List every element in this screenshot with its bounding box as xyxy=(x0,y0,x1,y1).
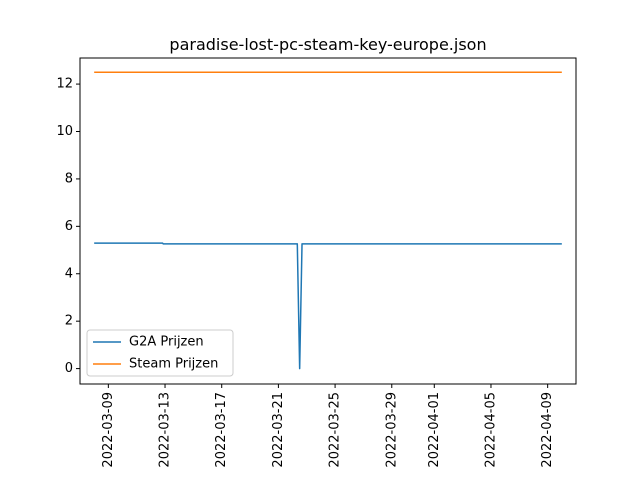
x-tick-label: 2022-03-25 xyxy=(328,392,343,468)
x-tick-label: 2022-03-29 xyxy=(384,392,399,468)
chart-title: paradise-lost-pc-steam-key-europe.json xyxy=(169,35,486,54)
y-tick-label: 12 xyxy=(56,77,73,92)
legend-label: G2A Prijzen xyxy=(129,335,204,350)
legend: G2A Prijzen Steam Prijzen xyxy=(86,329,234,377)
y-tick-label: 8 xyxy=(65,171,73,186)
legend-label: Steam Prijzen xyxy=(129,357,218,372)
x-tick-label: 2022-04-01 xyxy=(427,392,442,468)
y-tick-label: 10 xyxy=(56,124,73,139)
x-tick-label: 2022-04-05 xyxy=(483,392,498,468)
x-axis: 2022-03-09 2022-03-13 2022-03-17 2022-03-21… xyxy=(101,384,555,468)
y-tick-label: 2 xyxy=(65,314,73,329)
series-layer xyxy=(94,71,562,370)
x-tick-label: 2022-03-21 xyxy=(271,392,286,468)
y-tick-label: 0 xyxy=(65,361,73,376)
series-line-0 xyxy=(94,242,562,370)
y-tick-label: 6 xyxy=(65,219,73,234)
x-tick-label: 2022-03-09 xyxy=(101,392,116,468)
x-tick-label: 2022-03-17 xyxy=(214,392,229,468)
y-tick-label: 4 xyxy=(65,266,73,281)
y-axis: 0 2 4 6 8 10 12 xyxy=(56,77,80,376)
x-tick-label: 2022-04-09 xyxy=(540,392,555,468)
x-tick-label: 2022-03-13 xyxy=(158,392,173,468)
legend-box xyxy=(86,329,234,377)
plot-frame xyxy=(79,57,577,385)
